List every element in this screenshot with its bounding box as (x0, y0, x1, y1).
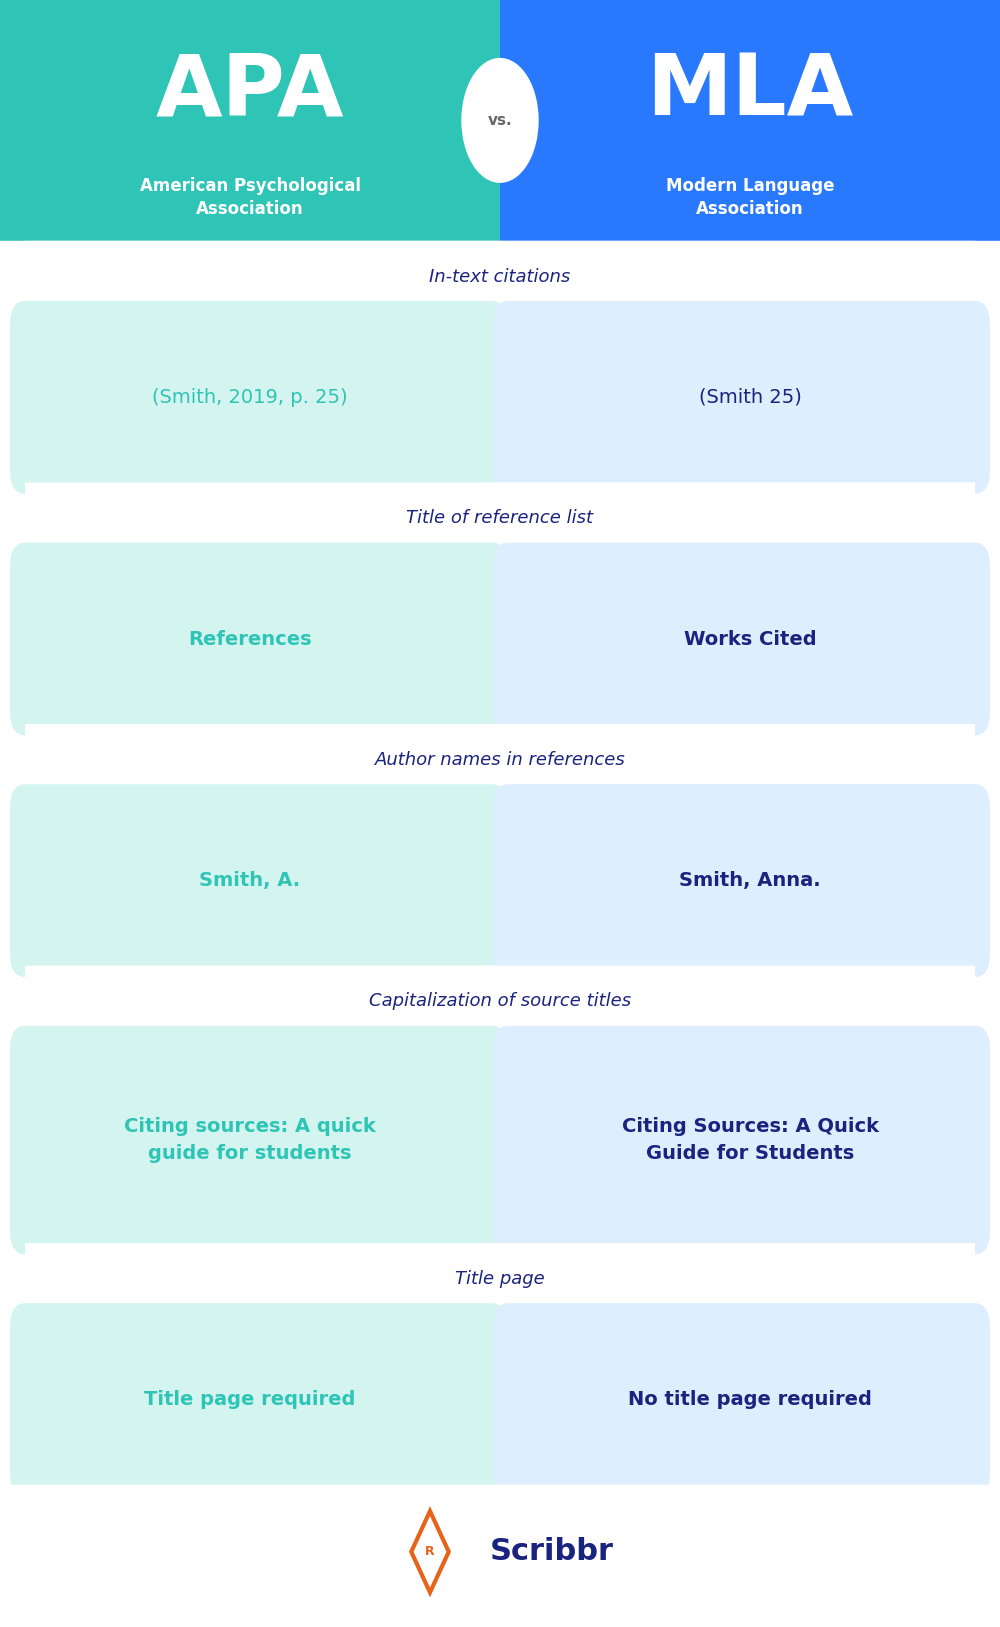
Text: vs.: vs. (488, 112, 512, 129)
Text: Title of reference list: Title of reference list (406, 509, 594, 527)
FancyBboxPatch shape (25, 724, 975, 796)
FancyBboxPatch shape (493, 1027, 990, 1254)
FancyBboxPatch shape (0, 0, 500, 241)
Text: Title page: Title page (455, 1269, 545, 1289)
FancyBboxPatch shape (25, 1243, 975, 1315)
Polygon shape (420, 1529, 440, 1575)
Text: No title page required: No title page required (628, 1389, 872, 1409)
Text: Smith, Anna.: Smith, Anna. (679, 870, 821, 890)
Text: (Smith, 2019, p. 25): (Smith, 2019, p. 25) (152, 387, 348, 407)
Text: Scribbr: Scribbr (490, 1538, 614, 1567)
FancyBboxPatch shape (10, 784, 507, 976)
Circle shape (462, 59, 538, 182)
Text: Smith, A.: Smith, A. (199, 870, 301, 890)
FancyBboxPatch shape (10, 301, 507, 495)
Text: Author names in references: Author names in references (375, 750, 625, 770)
Text: Citing Sources: A Quick
Guide for Students: Citing Sources: A Quick Guide for Studen… (622, 1118, 879, 1163)
FancyBboxPatch shape (493, 1303, 990, 1497)
Text: Works Cited: Works Cited (684, 630, 816, 649)
FancyBboxPatch shape (10, 1303, 507, 1497)
FancyBboxPatch shape (25, 483, 975, 553)
Text: Capitalization of source titles: Capitalization of source titles (369, 992, 631, 1010)
FancyBboxPatch shape (493, 301, 990, 495)
Text: American Psychological
Association: American Psychological Association (140, 177, 360, 218)
Text: Title page required: Title page required (144, 1389, 356, 1409)
FancyBboxPatch shape (25, 241, 975, 312)
Text: APA: APA (156, 50, 344, 133)
Text: MLA: MLA (646, 50, 854, 133)
FancyBboxPatch shape (10, 1027, 507, 1254)
Text: In-text citations: In-text citations (429, 267, 571, 286)
Text: Citing sources: A quick
guide for students: Citing sources: A quick guide for studen… (124, 1118, 376, 1163)
FancyBboxPatch shape (25, 966, 975, 1038)
FancyBboxPatch shape (0, 1485, 1000, 1619)
FancyBboxPatch shape (493, 543, 990, 735)
FancyBboxPatch shape (10, 543, 507, 735)
FancyBboxPatch shape (500, 0, 1000, 241)
FancyBboxPatch shape (493, 784, 990, 976)
Text: R: R (425, 1546, 435, 1559)
Text: Modern Language
Association: Modern Language Association (666, 177, 834, 218)
Text: References: References (188, 630, 312, 649)
Text: (Smith 25): (Smith 25) (699, 387, 801, 407)
